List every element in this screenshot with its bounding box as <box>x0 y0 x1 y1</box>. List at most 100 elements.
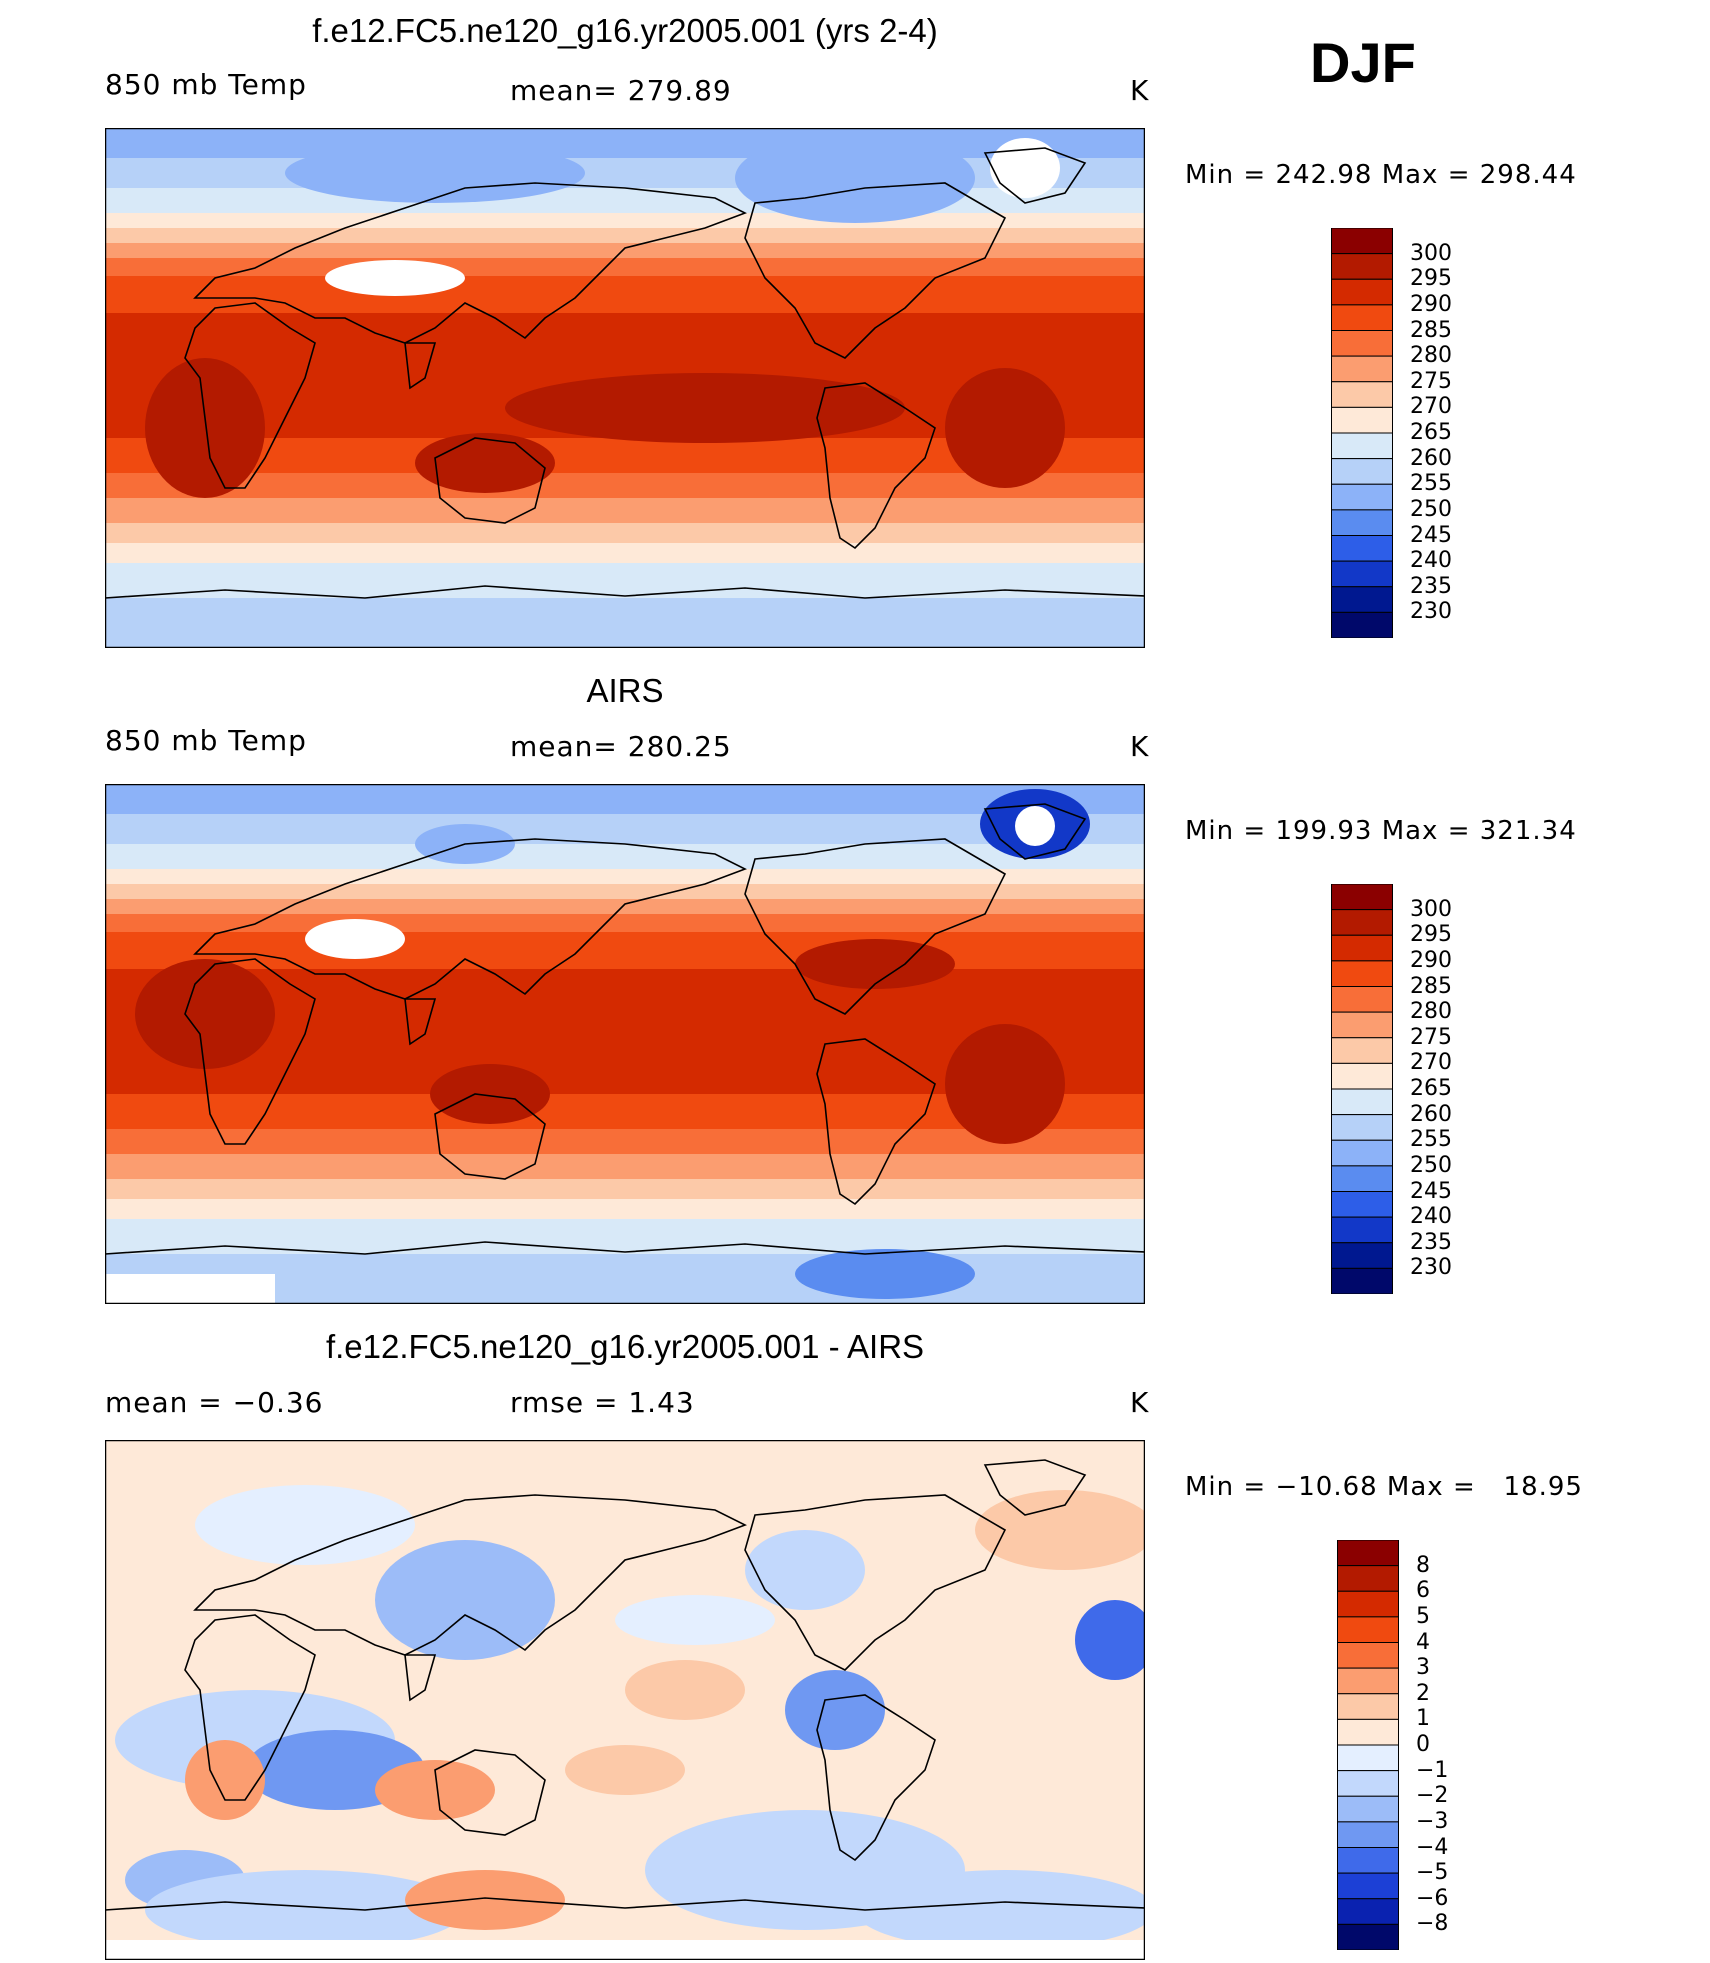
colorbar-tick-label: 265 <box>1410 1076 1452 1101</box>
colorbar-swatch <box>1331 1165 1393 1192</box>
colorbar-tick-label: −3 <box>1416 1808 1449 1834</box>
colorbar-tick-label: 275 <box>1410 368 1452 394</box>
colorbar-swatch <box>1331 509 1393 536</box>
anomaly-blob <box>785 1670 885 1750</box>
temperature-band <box>105 814 1145 844</box>
colorbar-tick-label: 255 <box>1410 1127 1452 1153</box>
colorbar-tick-label: 295 <box>1410 266 1452 292</box>
colorbar-tick-label: 1 <box>1416 1706 1430 1732</box>
colorbar-swatch <box>1331 560 1393 588</box>
panel-2-map <box>105 784 1145 1304</box>
missing-data <box>990 138 1060 198</box>
colorbar-swatch <box>1331 381 1393 408</box>
colorbar-tick-label: −5 <box>1416 1860 1449 1886</box>
panel-1-title: f.e12.FC5.ne120_g16.yr2005.001 (yrs 2-4) <box>312 12 938 49</box>
colorbar-swatch <box>1331 330 1393 357</box>
coastline <box>105 585 1145 599</box>
colorbar-tick-label: −2 <box>1416 1783 1449 1809</box>
colorbar-tick-label: 285 <box>1410 317 1452 343</box>
colorbar-tick-label: 260 <box>1410 445 1452 471</box>
colorbar-swatch <box>1331 304 1393 331</box>
colorbar-swatch <box>1337 1923 1399 1950</box>
panel-3-rmse-label: rmse = 1.43 <box>510 1386 695 1419</box>
panel-1-min-max: Min = 242.98 Max = 298.44 <box>1185 160 1577 190</box>
anomaly-blob <box>855 1870 1145 1950</box>
panel-3-coastlines <box>105 1459 1145 1911</box>
colorbar-tick-label: −4 <box>1416 1834 1449 1860</box>
colorbar-swatch <box>1337 1540 1399 1567</box>
panel-3-map <box>105 1440 1145 1960</box>
colorbar-tick-label: 230 <box>1410 1255 1452 1281</box>
temperature-band <box>105 932 1145 969</box>
colorbar-tick-label: 280 <box>1410 999 1452 1025</box>
coastline <box>434 437 546 524</box>
panel-3-title: f.e12.FC5.ne120_g16.yr2005.001 - AIRS <box>325 1328 925 1365</box>
temperature-band <box>105 869 1145 884</box>
panel-2-colorbar <box>1331 884 1393 1294</box>
coastline <box>434 1093 546 1180</box>
colorbar-swatch <box>1337 1693 1399 1720</box>
colorbar-swatch <box>1331 1037 1393 1064</box>
colorbar-tick-label: 230 <box>1410 599 1452 625</box>
anomaly-blob <box>375 1540 555 1660</box>
coastline <box>404 1654 437 1702</box>
colorbar-swatch <box>1337 1590 1399 1618</box>
temperature-band <box>105 914 1145 932</box>
temperature-band <box>105 1154 1145 1179</box>
anomaly-blob <box>625 1660 745 1720</box>
coastline <box>404 998 437 1046</box>
warm-blob <box>945 1024 1065 1144</box>
coastline <box>193 182 747 344</box>
colorbar-tick-label: 245 <box>1410 1178 1452 1204</box>
colorbar-swatch <box>1337 1872 1399 1900</box>
colorbar-swatch <box>1337 1642 1399 1669</box>
temperature-band <box>105 523 1145 543</box>
colorbar-swatch <box>1331 1191 1393 1218</box>
colorbar-swatch <box>1331 483 1393 511</box>
temperature-band <box>105 543 1145 563</box>
colorbar-swatch <box>1337 1821 1399 1848</box>
colorbar-swatch <box>1331 406 1393 434</box>
temperature-band <box>105 1199 1145 1219</box>
colorbar-swatch <box>1331 1216 1393 1244</box>
panel-2-title: AIRS <box>586 672 664 709</box>
colorbar-tick-label: 300 <box>1410 896 1452 922</box>
anomaly-blob <box>615 1595 775 1645</box>
coastline <box>193 838 747 1000</box>
warm-blob <box>145 358 265 498</box>
colorbar-tick-label: 2 <box>1416 1680 1430 1706</box>
colorbar-swatch <box>1337 1795 1399 1823</box>
panel-3-min-max: Min = −10.68 Max = 18.95 <box>1185 1472 1583 1502</box>
colorbar-tick-label: 275 <box>1410 1024 1452 1050</box>
colorbar-swatch <box>1331 432 1393 460</box>
colorbar-tick-label: 240 <box>1410 548 1452 574</box>
coastline <box>744 182 1007 359</box>
panel-3-colorbar <box>1337 1540 1399 1950</box>
colorbar-tick-label: 240 <box>1410 1204 1452 1230</box>
anomaly-blob <box>195 1485 415 1565</box>
temperature-band <box>105 128 1145 158</box>
colorbar-tick-label: 295 <box>1410 922 1452 948</box>
anomaly-blob <box>405 1870 565 1930</box>
panel-1-colorbar <box>1331 228 1393 638</box>
colorbar-swatch <box>1331 884 1393 911</box>
temperature-band <box>105 784 1145 814</box>
colorbar-swatch <box>1331 278 1393 306</box>
colorbar-tick-label: 6 <box>1416 1578 1430 1604</box>
colorbar-swatch <box>1331 355 1393 383</box>
missing-data <box>325 260 465 296</box>
colorbar-swatch <box>1337 1667 1399 1695</box>
cold-blob <box>285 143 585 203</box>
colorbar-tick-label: 260 <box>1410 1101 1452 1127</box>
coastline <box>816 1038 936 1206</box>
temperature-band <box>105 498 1145 523</box>
coastline <box>983 1459 1087 1516</box>
colorbar-tick-label: 235 <box>1410 573 1452 599</box>
colorbar-tick-label: 280 <box>1410 343 1452 369</box>
temperature-band <box>105 188 1145 213</box>
coastline <box>184 1614 316 1801</box>
warm-blob <box>135 959 275 1069</box>
warm-blob <box>505 373 905 443</box>
warm-blob <box>945 368 1065 488</box>
colorbar-tick-label: 285 <box>1410 973 1452 999</box>
